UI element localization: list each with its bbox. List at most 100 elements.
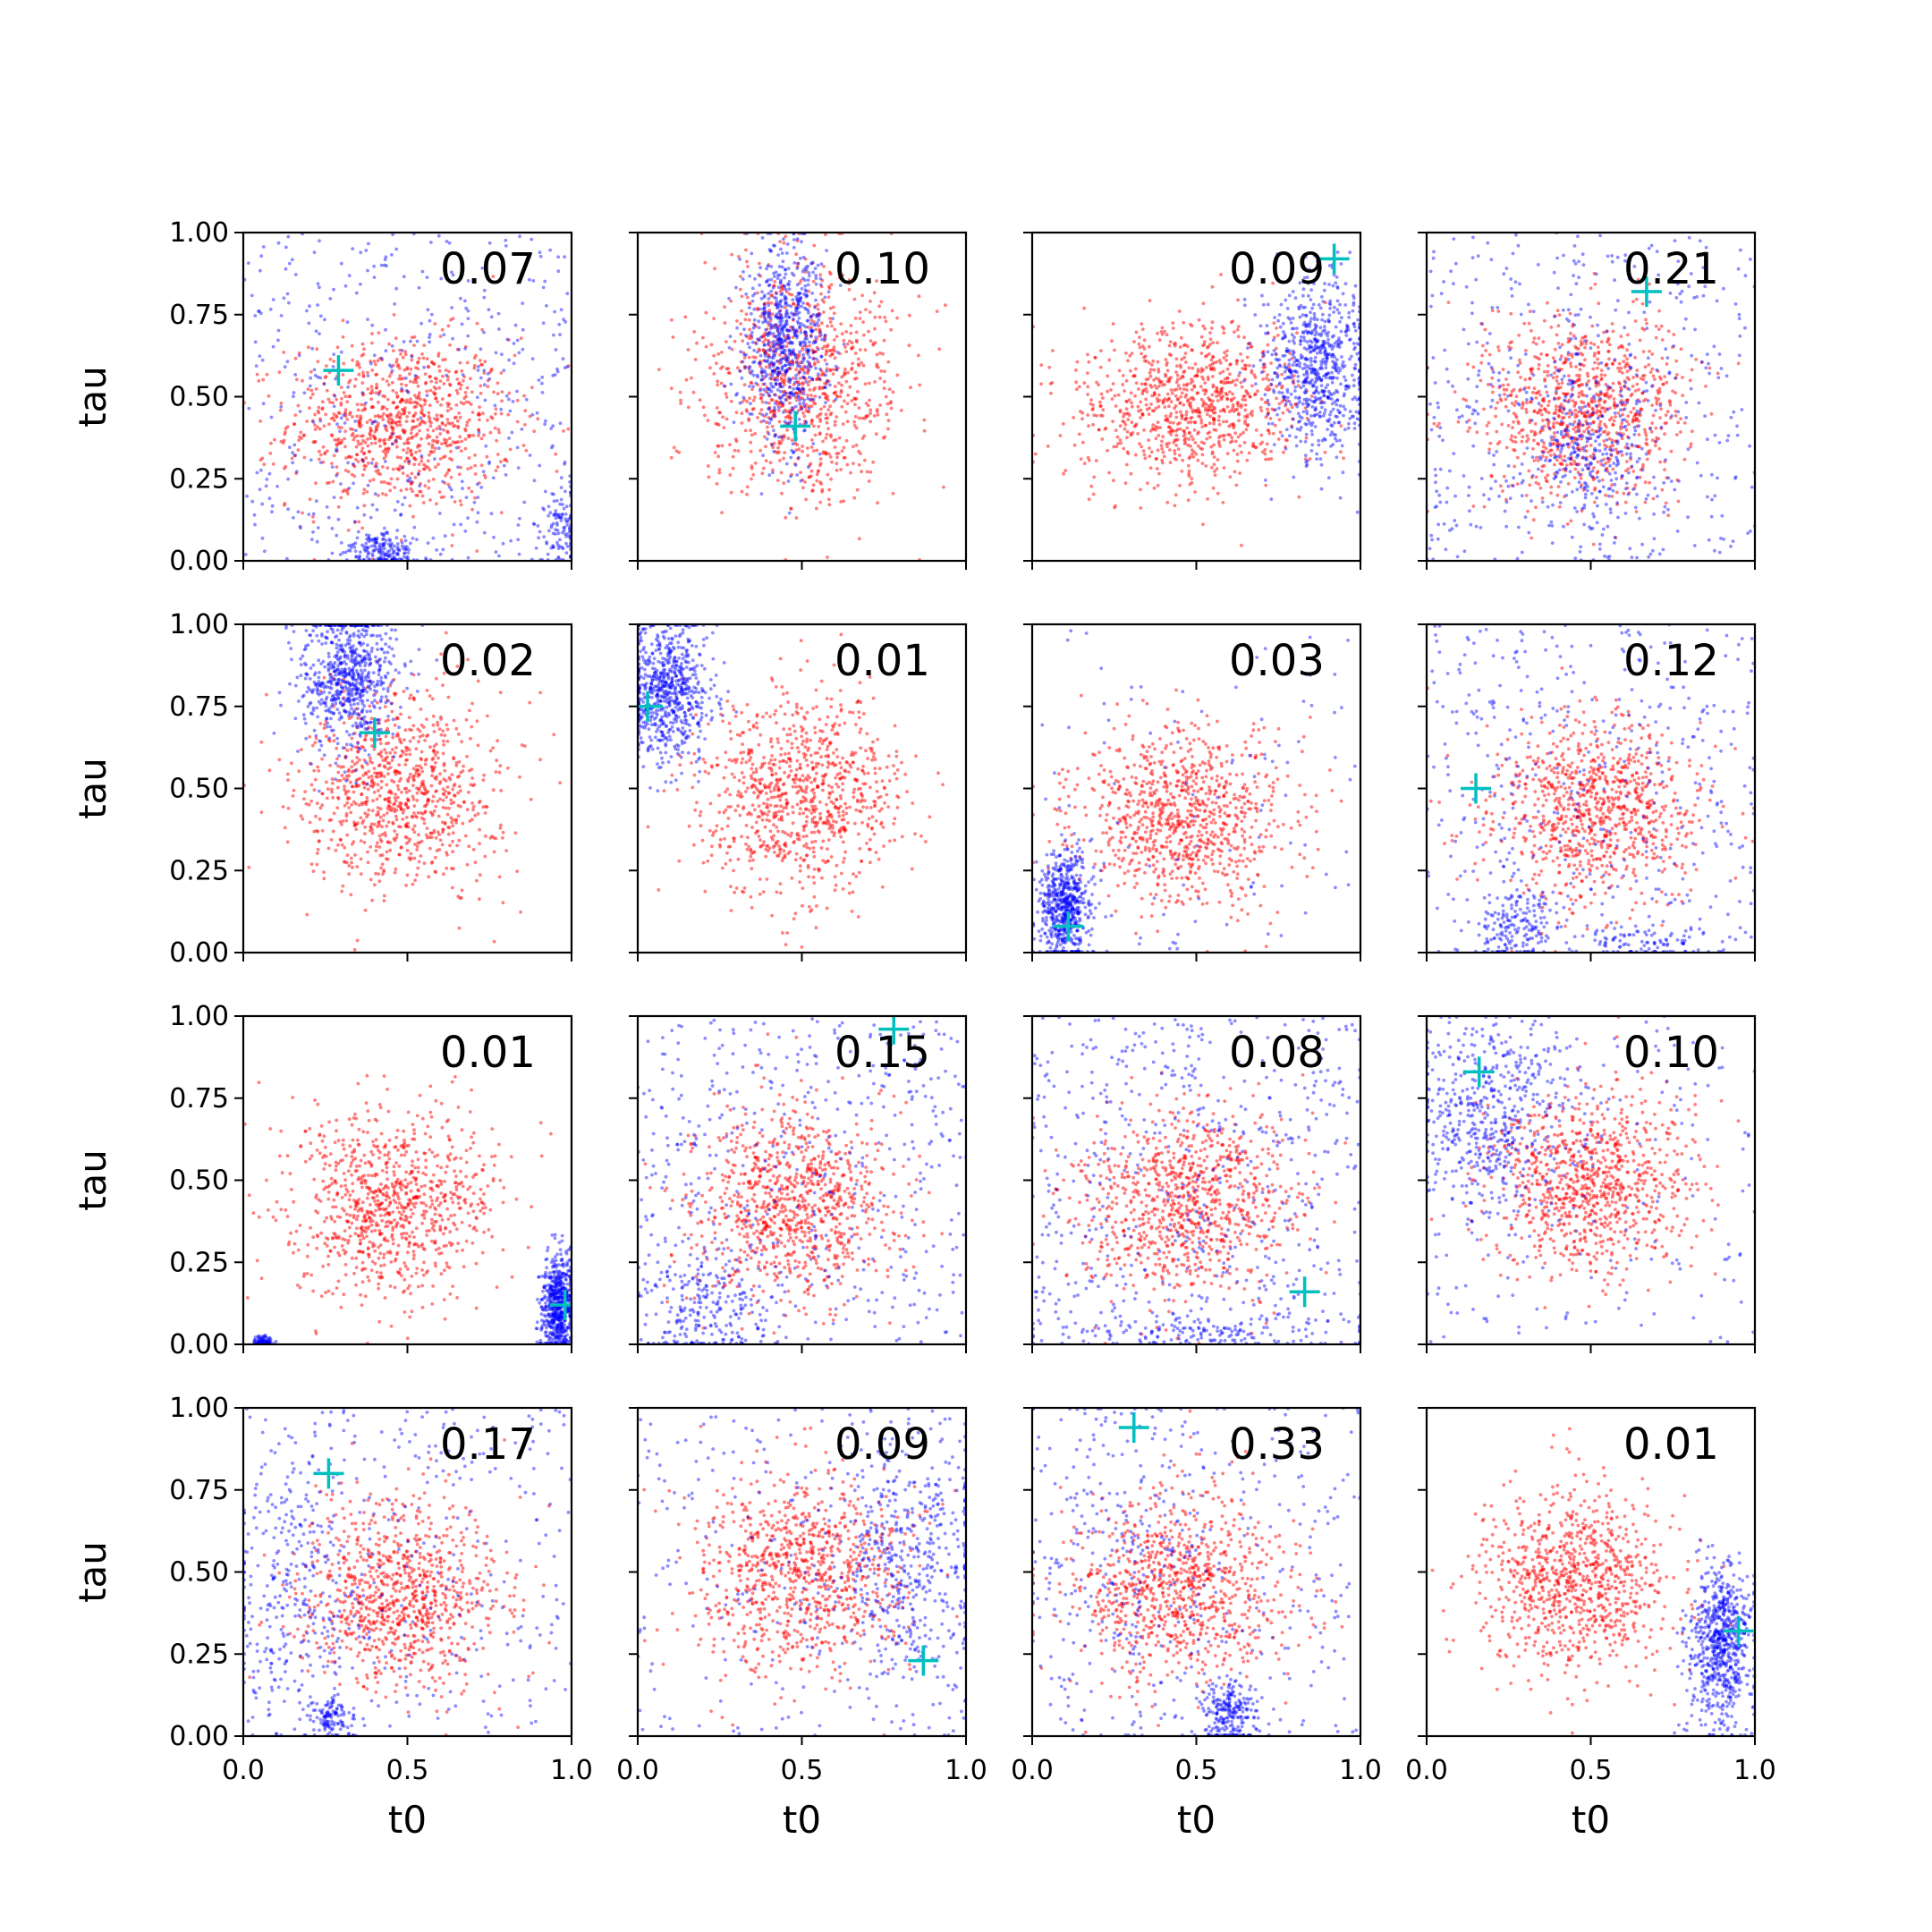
blue-point	[778, 273, 782, 277]
red-point	[1229, 320, 1233, 325]
blue-point	[1266, 398, 1270, 402]
red-point	[1163, 329, 1166, 334]
red-point	[917, 353, 920, 358]
red-point	[496, 465, 500, 469]
red-point	[1178, 363, 1182, 368]
red-point	[778, 289, 783, 293]
red-point	[447, 369, 451, 374]
blue-point	[362, 547, 367, 551]
red-point	[1187, 437, 1191, 441]
blue-point	[1312, 348, 1316, 352]
blue-point	[312, 250, 317, 254]
blue-point	[1332, 273, 1336, 277]
red-point	[824, 412, 828, 417]
red-point	[784, 336, 789, 341]
blue-point	[768, 382, 773, 386]
red-point	[1549, 485, 1554, 489]
blue-point	[512, 342, 516, 345]
red-point	[827, 487, 832, 492]
blue-point	[782, 348, 785, 352]
blue-point	[1298, 428, 1302, 432]
red-point	[416, 361, 419, 365]
red-point	[805, 446, 809, 450]
red-point	[804, 405, 808, 410]
blue-point	[1274, 408, 1277, 412]
red-point	[840, 449, 844, 453]
blue-point	[543, 422, 547, 427]
red-point	[1614, 536, 1618, 539]
red-point	[391, 431, 395, 436]
blue-point	[803, 336, 808, 341]
blue-point	[1331, 360, 1335, 363]
red-point	[695, 341, 699, 345]
red-point	[824, 436, 828, 440]
red-point	[1486, 383, 1490, 386]
blue-point	[1292, 351, 1296, 355]
red-point	[448, 456, 452, 461]
blue-point	[395, 551, 400, 555]
blue-point	[1333, 366, 1337, 370]
red-point	[734, 439, 739, 444]
red-point	[470, 390, 474, 394]
blue-point	[347, 487, 352, 490]
blue-point	[1304, 377, 1309, 381]
red-point	[1269, 449, 1273, 453]
blue-point	[1262, 353, 1266, 358]
blue-point	[1309, 380, 1313, 384]
blue-point	[752, 307, 757, 311]
red-point	[804, 334, 809, 338]
blue-point	[1301, 287, 1306, 292]
blue-point	[734, 285, 738, 290]
red-point	[1211, 411, 1216, 415]
blue-point	[1319, 343, 1324, 348]
blue-point	[309, 376, 313, 380]
blue-point	[787, 377, 791, 381]
red-point	[313, 423, 317, 427]
blue-point	[367, 533, 371, 538]
blue-point	[1313, 372, 1317, 376]
blue-point	[795, 312, 800, 317]
blue-point	[773, 434, 777, 438]
blue-point	[1310, 329, 1315, 333]
red-point	[743, 318, 748, 322]
red-point	[1175, 428, 1180, 432]
blue-point	[398, 556, 402, 561]
blue-point	[400, 540, 404, 545]
red-point	[1266, 428, 1270, 432]
blue-point	[1319, 362, 1324, 367]
red-point	[809, 418, 814, 422]
red-point	[356, 419, 360, 423]
blue-point	[1285, 307, 1290, 310]
blue-point	[818, 330, 823, 335]
red-point	[1112, 445, 1116, 449]
blue-point	[776, 366, 781, 370]
red-point	[1173, 449, 1176, 453]
red-point	[1163, 405, 1167, 409]
red-point	[1241, 430, 1245, 435]
red-point	[1099, 392, 1104, 396]
blue-point	[804, 331, 809, 335]
blue-point	[751, 385, 755, 388]
red-point	[415, 432, 419, 436]
blue-point	[792, 331, 797, 335]
red-point	[1209, 326, 1214, 330]
red-point	[1100, 437, 1105, 441]
blue-point	[461, 373, 465, 377]
blue-point	[393, 302, 397, 306]
red-point	[1245, 415, 1250, 419]
blue-point	[1309, 449, 1314, 453]
blue-point	[276, 241, 281, 245]
red-point	[799, 327, 803, 332]
blue-point	[804, 308, 809, 311]
red-point	[405, 398, 409, 402]
blue-point	[540, 391, 545, 394]
blue-point	[1303, 391, 1308, 394]
red-point	[443, 441, 447, 445]
blue-point	[365, 547, 369, 551]
red-point	[782, 456, 785, 461]
blue-point	[784, 319, 789, 324]
blue-point	[798, 292, 802, 295]
red-point	[1173, 504, 1177, 508]
red-point	[454, 369, 459, 374]
blue-point	[781, 394, 784, 398]
